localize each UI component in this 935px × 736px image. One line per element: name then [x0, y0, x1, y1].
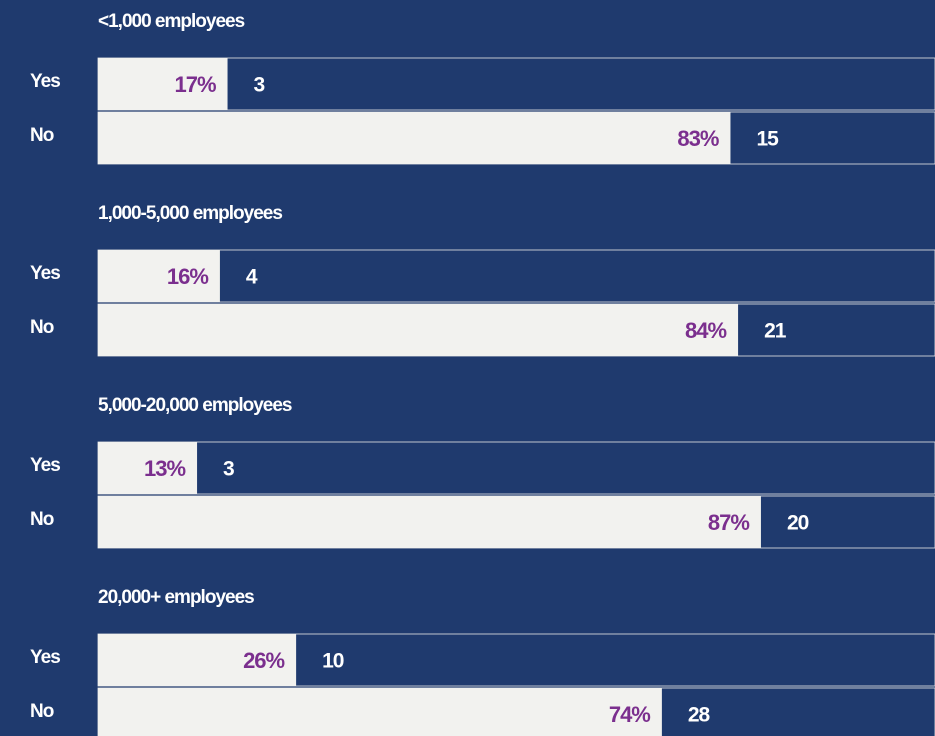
category-label: Yes: [30, 263, 60, 284]
count-label: 20: [787, 512, 809, 535]
group-title: 20,000+ employees: [98, 587, 254, 608]
value-label: 74%: [609, 702, 650, 727]
count-label: 15: [756, 128, 779, 151]
value-label: 16%: [167, 264, 208, 289]
count-label: 10: [322, 650, 344, 673]
value-label: 26%: [243, 648, 284, 673]
group-title: 1,000-5,000 employees: [98, 203, 282, 224]
group-title: 5,000-20,000 employees: [98, 395, 292, 416]
count-label: 3: [223, 458, 234, 481]
count-label: 28: [688, 704, 711, 727]
count-label: 4: [246, 266, 258, 289]
bar: [98, 304, 739, 356]
category-label: Yes: [30, 455, 60, 476]
category-label: No: [30, 125, 54, 146]
value-label: 84%: [685, 318, 726, 343]
category-label: No: [30, 509, 54, 530]
count-label: 21: [764, 320, 787, 343]
value-label: 17%: [174, 72, 215, 97]
category-label: Yes: [30, 647, 60, 668]
bar: [98, 112, 731, 164]
value-label: 13%: [144, 456, 185, 481]
value-label: 87%: [708, 510, 749, 535]
bar: [98, 442, 198, 494]
group-title: <1,000 employees: [98, 11, 245, 32]
category-label: No: [30, 701, 54, 722]
category-label: No: [30, 317, 54, 338]
bar: [98, 634, 297, 686]
bar: [98, 250, 220, 302]
bar: [98, 496, 761, 548]
category-label: Yes: [30, 71, 60, 92]
bar: [98, 688, 662, 736]
value-label: 83%: [677, 126, 718, 151]
count-label: 3: [254, 74, 265, 97]
bar: [98, 58, 228, 110]
